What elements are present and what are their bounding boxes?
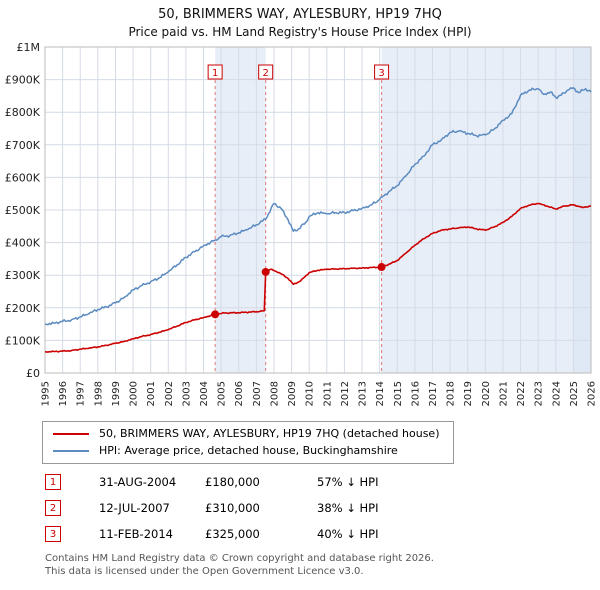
x-axis-label: 2007: [252, 381, 263, 406]
sale-number-badge: 3: [45, 526, 61, 542]
legend-item-hpi: HPI: Average price, detached house, Buck…: [53, 444, 439, 457]
sale-price: £310,000: [205, 501, 260, 515]
sale-number-badge: 2: [45, 500, 61, 516]
x-axis-label: 2008: [269, 381, 280, 406]
x-axis-label: 2024: [551, 381, 562, 406]
x-axis-label: 2000: [129, 381, 140, 406]
x-axis-label: 1998: [93, 381, 104, 406]
x-axis-label: 1997: [76, 381, 87, 406]
sale-flag-number: 2: [263, 68, 269, 79]
y-axis-label: £100K: [5, 334, 41, 347]
y-axis-label: £0: [26, 367, 40, 380]
x-axis-label: 2019: [463, 381, 474, 406]
property-line-swatch: [53, 432, 89, 435]
x-axis-label: 2014: [375, 381, 386, 406]
x-axis-label: 2003: [181, 381, 192, 406]
sale-date: 12-JUL-2007: [99, 501, 170, 515]
footer-line2: This data is licensed under the Open Gov…: [45, 566, 364, 577]
x-axis-label: 2026: [587, 381, 598, 406]
x-axis-label: 1995: [41, 381, 52, 406]
sale-marker: [211, 310, 220, 319]
sale-number-badge: 1: [45, 474, 61, 490]
sale-hpi-diff: 40% ↓ HPI: [317, 527, 379, 541]
sale-date: 31-AUG-2004: [99, 475, 177, 489]
table-row: 2 12-JUL-2007 £310,000 38% ↓ HPI: [45, 500, 600, 516]
table-row: 3 11-FEB-2014 £325,000 40% ↓ HPI: [45, 526, 600, 542]
sale-flag-number: 3: [378, 68, 384, 79]
y-axis-label: £900K: [5, 74, 41, 87]
x-axis-label: 2021: [498, 381, 509, 406]
y-axis-label: £400K: [5, 237, 41, 250]
sale-hpi-diff: 38% ↓ HPI: [317, 501, 379, 515]
sale-flag-number: 1: [212, 68, 218, 79]
x-axis-label: 2017: [428, 381, 439, 406]
x-axis-label: 2015: [393, 381, 404, 406]
x-axis-label: 2025: [569, 381, 580, 406]
y-axis-label: £1M: [17, 41, 41, 54]
page-title: 50, BRIMMERS WAY, AYLESBURY, HP19 7HQ: [158, 7, 442, 22]
price-chart: 1995 1996 1997 1998 1999 2000 2001 2002 2003 2004…: [5, 41, 598, 406]
x-axis-label: 2022: [516, 381, 527, 406]
x-axis-label: 2023: [534, 381, 545, 406]
x-axis-label: 2002: [164, 381, 175, 406]
plot-border: [44, 46, 592, 374]
sale-marker: [261, 267, 270, 276]
chart-legend: 50, BRIMMERS WAY, AYLESBURY, HP19 7HQ (d…: [42, 421, 455, 464]
legend-label: 50, BRIMMERS WAY, AYLESBURY, HP19 7HQ (d…: [99, 427, 440, 440]
sale-flag-box: [207, 64, 223, 80]
x-axis-label: 2005: [217, 381, 228, 406]
page-subtitle: Price paid vs. HM Land Registry's House …: [128, 25, 472, 39]
sale-price: £180,000: [205, 475, 260, 489]
y-axis-label: £200K: [5, 302, 41, 315]
sale-date: 11-FEB-2014: [99, 527, 173, 541]
sale-hpi-diff: 57% ↓ HPI: [317, 475, 379, 489]
x-axis-label: 2004: [199, 381, 210, 406]
sale-marker: [377, 263, 386, 272]
x-axis-label: 1999: [111, 381, 122, 406]
y-axis-label: £600K: [5, 171, 41, 184]
x-axis-label: 2001: [146, 381, 157, 406]
y-axis-label: £800K: [5, 106, 41, 119]
x-axis-label: 2009: [287, 381, 298, 406]
x-axis-label: 1996: [58, 381, 69, 406]
y-axis-label: £700K: [5, 139, 41, 152]
sale-price: £325,000: [205, 527, 260, 541]
sale-flag-box: [258, 64, 274, 80]
sales-table: 1 31-AUG-2004 £180,000 57% ↓ HPI 2 12-JU…: [45, 474, 600, 542]
property-price-line: [44, 202, 592, 353]
x-axis-label: 2006: [234, 381, 245, 406]
y-axis-label: £300K: [5, 269, 41, 282]
hpi-line-swatch: [53, 449, 89, 452]
x-axis-label: 2016: [410, 381, 421, 406]
x-axis-label: 2013: [358, 381, 369, 406]
sale-flag-box: [374, 64, 390, 80]
x-axis-label: 2011: [322, 381, 333, 406]
x-axis-label: 2012: [340, 381, 351, 406]
x-axis-label: 2018: [446, 381, 457, 406]
y-axis-label: £500K: [5, 204, 41, 217]
table-row: 1 31-AUG-2004 £180,000 57% ↓ HPI: [45, 474, 600, 490]
hpi-line: [44, 87, 592, 326]
x-axis-label: 2010: [305, 381, 316, 406]
legend-label: HPI: Average price, detached house, Buck…: [99, 444, 398, 457]
x-axis-label: 2020: [481, 381, 492, 406]
footer-line1: Contains HM Land Registry data © Crown c…: [45, 553, 434, 564]
copyright-footer: Contains HM Land Registry data © Crown c…: [45, 552, 600, 578]
legend-item-property: 50, BRIMMERS WAY, AYLESBURY, HP19 7HQ (d…: [53, 427, 439, 440]
